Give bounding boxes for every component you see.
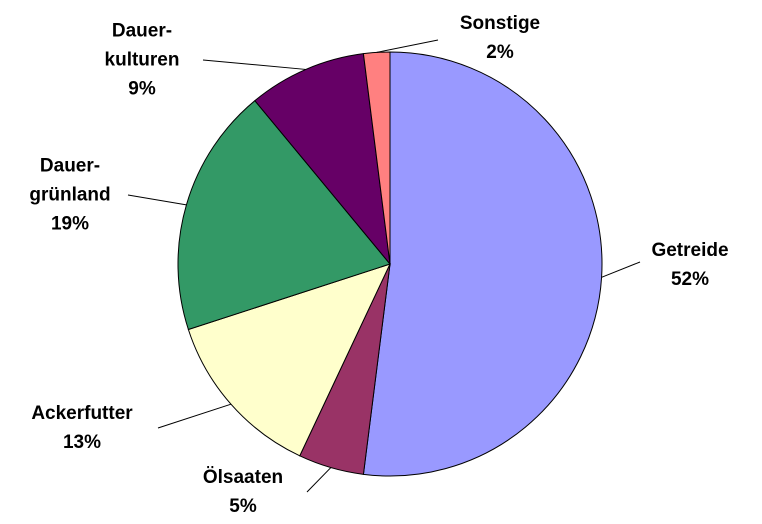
slice-label: Dauer- kulturen 9% bbox=[105, 17, 180, 104]
slice-name: Ackerfutter bbox=[31, 403, 133, 424]
leader-line bbox=[306, 467, 332, 493]
slice-value: 9% bbox=[128, 78, 156, 100]
slice-value: 52% bbox=[670, 269, 710, 290]
leader-line bbox=[376, 39, 439, 53]
slice-name: Dauer- kulturen bbox=[104, 20, 180, 71]
slice-value: 2% bbox=[486, 42, 514, 63]
slice-name: Ölsaaten bbox=[202, 467, 284, 488]
slice-label: Getreide 52% bbox=[651, 236, 728, 294]
slice-name: Getreide bbox=[651, 240, 729, 261]
slice-name: Sonstige bbox=[459, 13, 541, 34]
slice-label: Ölsaaten 5% bbox=[203, 463, 283, 521]
leader-line bbox=[601, 261, 641, 278]
leader-line bbox=[157, 403, 232, 429]
slice-name: Dauer- grünland bbox=[29, 155, 111, 206]
pie-slice bbox=[362, 51, 603, 477]
pie-slice bbox=[187, 263, 391, 457]
slice-label: Ackerfutter 13% bbox=[31, 399, 132, 457]
pie-slice bbox=[177, 99, 391, 331]
slice-label: Dauer- grünland 19% bbox=[29, 152, 110, 239]
slice-label: Sonstige 2% bbox=[460, 9, 540, 67]
slice-value: 19% bbox=[50, 213, 90, 235]
slice-value: 5% bbox=[229, 496, 257, 517]
leader-line bbox=[202, 59, 306, 70]
leader-line bbox=[127, 194, 187, 206]
slice-value: 13% bbox=[62, 432, 102, 453]
pie-slice bbox=[362, 51, 391, 265]
